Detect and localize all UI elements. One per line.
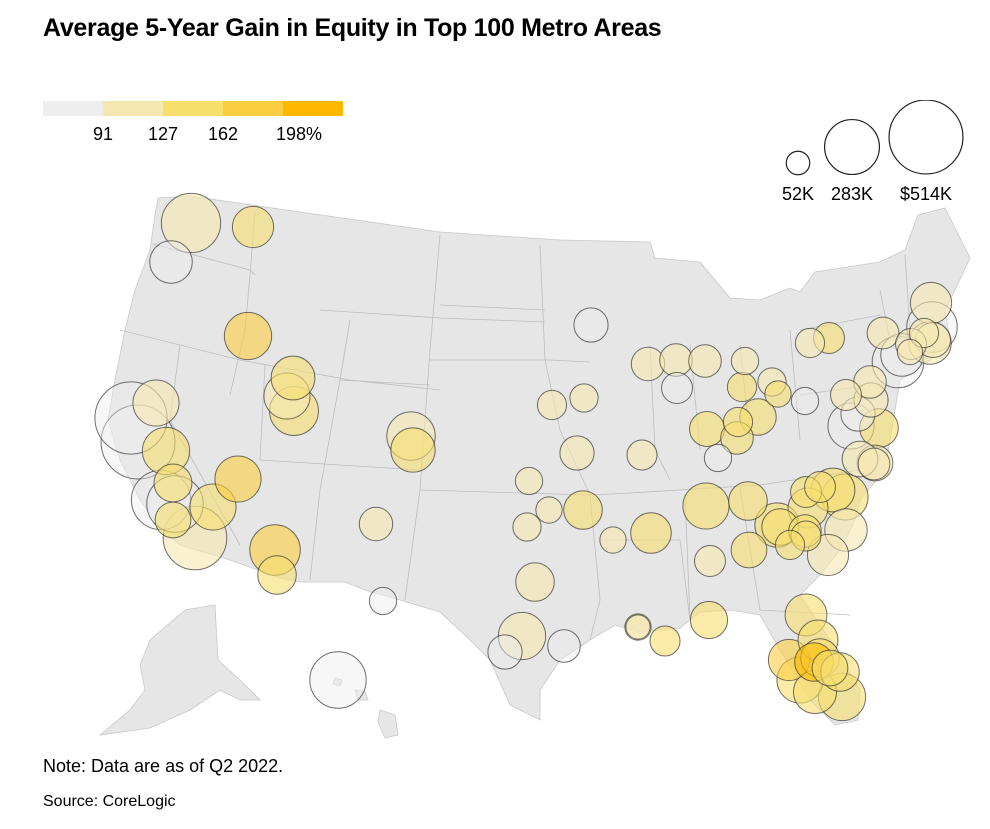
color-legend-label: 198% <box>275 124 323 144</box>
size-legend-circle-large <box>888 100 964 175</box>
metro-bubbles <box>94 192 958 722</box>
metro-bubble <box>626 439 658 471</box>
metro-bubble <box>257 555 297 595</box>
size-legend-circle-small <box>785 150 811 176</box>
metro-bubble <box>730 531 768 569</box>
metro-bubble <box>390 427 436 473</box>
metro-bubble <box>722 406 754 438</box>
chart-note: Note: Data are as of Q2 2022. <box>43 756 284 776</box>
metro-bubble <box>730 346 760 376</box>
metro-bubble <box>536 389 568 421</box>
metro-bubble <box>547 629 581 663</box>
metro-bubble <box>512 512 542 542</box>
color-legend-swatch-5 <box>283 101 343 116</box>
us-map <box>94 192 971 739</box>
metro-bubble <box>599 526 627 554</box>
metro-bubble <box>625 614 651 640</box>
metro-bubble <box>515 562 555 602</box>
color-legend-bar <box>43 101 343 116</box>
metro-bubble <box>661 372 693 404</box>
metro-bubble <box>563 490 603 530</box>
metro-bubble <box>649 625 681 657</box>
color-legend-swatch-1 <box>43 101 103 116</box>
color-legend-swatch-3 <box>163 101 223 116</box>
chart-source: Source: CoreLogic <box>43 793 176 810</box>
hawaii-shape <box>332 677 399 739</box>
metro-bubble <box>896 338 924 366</box>
metro-bubble <box>358 506 394 542</box>
metro-bubble <box>309 651 367 709</box>
chart-title: Average 5-Year Gain in Equity in Top 100… <box>43 14 662 42</box>
metro-bubble <box>790 386 820 416</box>
metro-bubble <box>688 344 722 378</box>
metro-bubble <box>149 240 193 284</box>
metro-bubble <box>154 501 192 539</box>
metro-bubble <box>689 411 725 447</box>
size-legend-circles <box>785 100 964 176</box>
metro-bubble <box>223 311 273 361</box>
metro-bubble <box>573 307 609 343</box>
metro-bubble <box>231 205 275 249</box>
metro-bubble <box>857 447 891 481</box>
metro-bubble <box>728 481 768 521</box>
metro-bubble <box>153 463 193 503</box>
alaska-shape <box>98 604 261 736</box>
metro-bubble <box>659 343 693 377</box>
color-legend-label: 162 <box>207 124 239 144</box>
size-legend-label: $514K <box>899 184 953 204</box>
metro-bubble <box>811 649 849 687</box>
metro-bubble <box>764 380 792 408</box>
contiguous-us-shape <box>107 195 971 726</box>
metro-bubble <box>694 545 726 577</box>
size-legend: 52K 283K $514K <box>770 100 985 210</box>
metro-bubble <box>909 281 953 325</box>
metro-bubble <box>794 327 826 359</box>
metro-bubble <box>559 435 595 471</box>
metro-bubble <box>908 317 940 349</box>
metro-bubble <box>682 482 730 530</box>
metro-bubble <box>830 379 862 411</box>
color-legend-labels: 91 127 162 198% <box>0 124 400 146</box>
metro-bubble <box>804 471 836 503</box>
us-basemap <box>98 195 971 739</box>
size-legend-circle-medium <box>823 118 881 176</box>
color-legend-label: 91 <box>92 124 114 144</box>
metro-bubble <box>569 383 599 413</box>
color-legend-swatch-2 <box>103 101 163 116</box>
size-legend-label: 52K <box>781 184 815 204</box>
metro-bubble <box>774 529 806 561</box>
metro-bubble <box>160 192 222 254</box>
metro-bubble <box>703 443 733 473</box>
metro-bubble <box>514 466 544 496</box>
metro-bubble <box>368 586 398 616</box>
metro-bubble <box>132 379 180 427</box>
metro-bubble <box>270 355 316 401</box>
metro-bubble <box>487 634 523 670</box>
metro-bubble <box>866 316 900 350</box>
metro-bubble <box>214 455 262 503</box>
color-legend-label: 127 <box>147 124 179 144</box>
color-legend-swatch-4 <box>223 101 283 116</box>
metro-bubble <box>689 600 729 640</box>
metro-bubble <box>630 512 672 554</box>
metro-bubble <box>535 496 563 524</box>
size-legend-label: 283K <box>830 184 874 204</box>
metro-bubble <box>726 371 758 403</box>
